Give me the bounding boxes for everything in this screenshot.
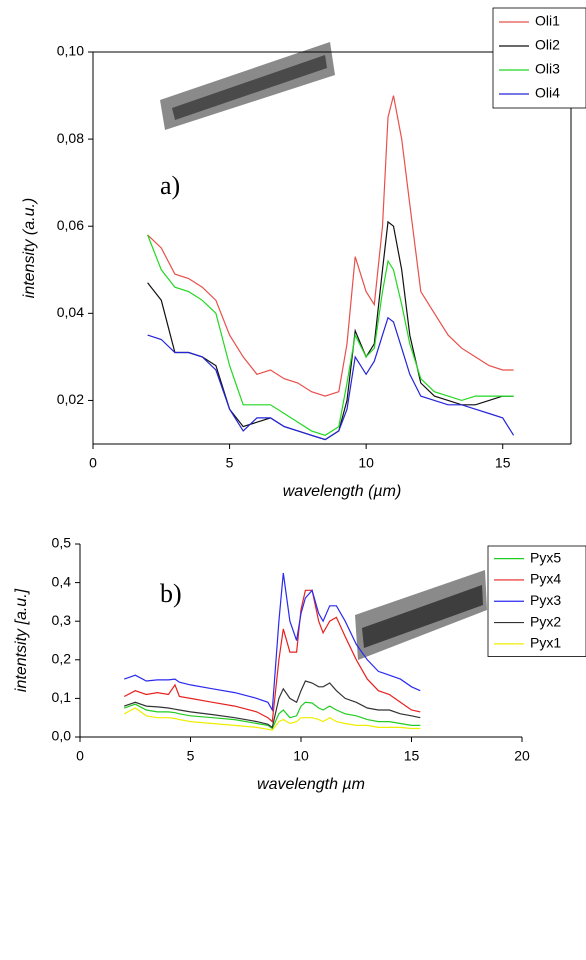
y-tick-label: 0,4 <box>52 573 72 589</box>
series-line <box>147 95 514 397</box>
y-tick-label: 0,1 <box>52 689 72 705</box>
y-tick-label: 0,02 <box>57 391 84 407</box>
x-tick-label: 0 <box>89 455 97 471</box>
x-tick-label: 5 <box>226 455 234 471</box>
sample-fiber <box>172 55 327 120</box>
legend-label: Pyx3 <box>530 592 561 608</box>
series-line <box>123 707 421 731</box>
legend-label: Oli3 <box>535 61 560 77</box>
series-line <box>123 589 421 723</box>
legend-label: Pyx2 <box>530 613 561 629</box>
y-axis-title: intentsity [a.u.] <box>13 588 30 692</box>
x-tick-label: 10 <box>293 748 309 764</box>
legend-label: Pyx5 <box>530 549 561 565</box>
panel-label: b) <box>160 579 182 608</box>
y-tick-label: 0,04 <box>57 304 84 320</box>
legend-label: Pyx4 <box>530 571 561 587</box>
inset-image-b <box>355 570 487 660</box>
legend: Oli1 Oli2 Oli3 Oli4 <box>492 7 586 109</box>
y-tick-label: 0,2 <box>52 651 72 667</box>
series-line <box>147 220 514 441</box>
series-line <box>147 234 514 436</box>
y-tick-label: 0,10 <box>57 43 84 59</box>
y-axis-title: intensity (a.u.) <box>21 198 38 298</box>
panel-label: a) <box>160 171 180 200</box>
x-tick-label: 15 <box>404 748 420 764</box>
y-tick-label: 0,06 <box>57 217 84 233</box>
x-axis-title: wavelength µm <box>257 776 365 793</box>
series-line <box>124 680 421 729</box>
x-tick-label: 15 <box>495 455 511 471</box>
sample-fiber <box>362 585 483 648</box>
x-tick-label: 20 <box>514 748 530 764</box>
legend-label: Pyx1 <box>530 635 561 651</box>
legend-label: Oli2 <box>535 37 560 53</box>
series-line <box>124 572 421 713</box>
y-tick-label: 0,0 <box>52 728 72 744</box>
y-tick-label: 0,3 <box>52 612 72 628</box>
legend-label: Oli4 <box>535 85 560 101</box>
inset-image-a <box>160 42 335 130</box>
series-line <box>147 316 515 441</box>
x-tick-label: 5 <box>187 748 195 764</box>
legend-label: Oli1 <box>535 13 560 29</box>
y-tick-label: 0,5 <box>52 535 72 551</box>
legend: Pyx5 Pyx4 Pyx3 Pyx2 Pyx1 <box>487 545 586 657</box>
series-line <box>124 701 421 730</box>
x-tick-label: 10 <box>358 455 374 471</box>
legend-box <box>492 7 586 109</box>
x-tick-label: 0 <box>76 748 84 764</box>
x-axis-title: wavelength (µm) <box>283 483 402 500</box>
y-tick-label: 0,08 <box>57 130 84 146</box>
